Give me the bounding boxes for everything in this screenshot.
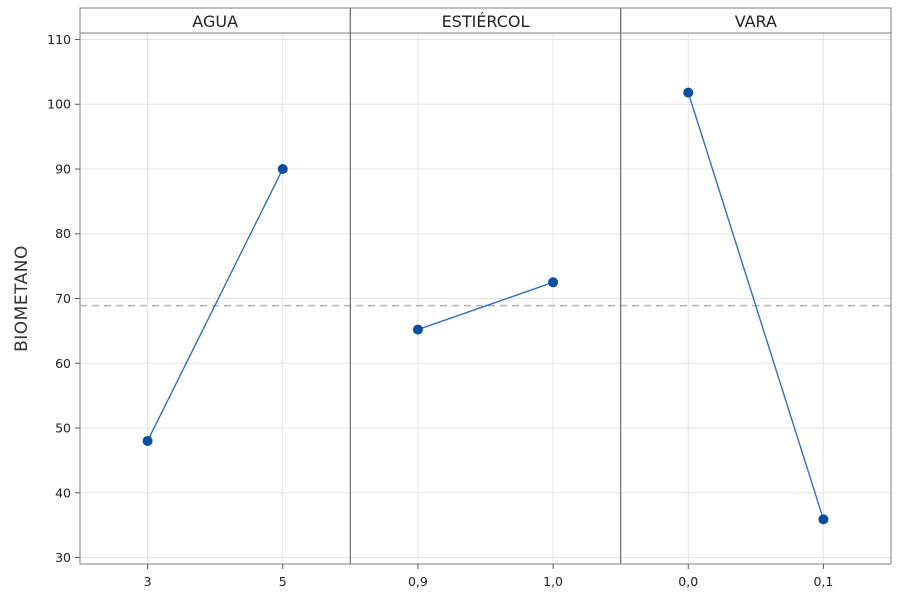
data-point	[548, 277, 559, 288]
series-layer	[142, 87, 829, 525]
data-point	[818, 514, 829, 525]
y-tick-label: 110	[47, 32, 71, 47]
plot-frame	[79, 7, 892, 565]
panel-title: VARA	[735, 12, 777, 31]
series-line	[417, 281, 554, 331]
panel-title: ESTIÉRCOL	[442, 12, 530, 31]
series-line	[687, 92, 825, 520]
data-point	[683, 87, 694, 98]
axes: 30 40 50 60 70 80 90 100 110 3 5 0,9 1,0 0,0 0,1	[47, 7, 892, 589]
x-tick-label: 0,1	[813, 574, 833, 589]
x-tick-label: 0,0	[678, 574, 698, 589]
y-axis-label: BIOMETANO	[12, 245, 32, 352]
data-point	[142, 435, 153, 446]
x-tick-label: 0,9	[408, 574, 428, 589]
x-tick-label: 5	[279, 574, 287, 589]
panel-title: AGUA	[192, 12, 238, 31]
panel-header	[79, 7, 351, 34]
grid-layer	[80, 33, 891, 564]
y-tick-label: 30	[55, 550, 71, 565]
x-tick-label: 1,0	[543, 574, 563, 589]
data-point	[412, 324, 423, 335]
y-tick-label: 80	[55, 226, 71, 241]
data-point	[277, 163, 288, 174]
y-tick-label: 50	[55, 421, 71, 436]
y-tick-label: 60	[55, 356, 71, 371]
y-tick-label: 40	[55, 485, 71, 500]
y-tick-label: 90	[55, 161, 71, 176]
y-tick-label: 70	[55, 291, 71, 306]
x-tick-label: 3	[144, 574, 152, 589]
y-tick-label: 100	[47, 97, 71, 112]
series-line	[146, 168, 284, 442]
panel-header	[620, 7, 892, 34]
panel-headers: AGUA ESTIÉRCOL VARA	[79, 7, 892, 34]
